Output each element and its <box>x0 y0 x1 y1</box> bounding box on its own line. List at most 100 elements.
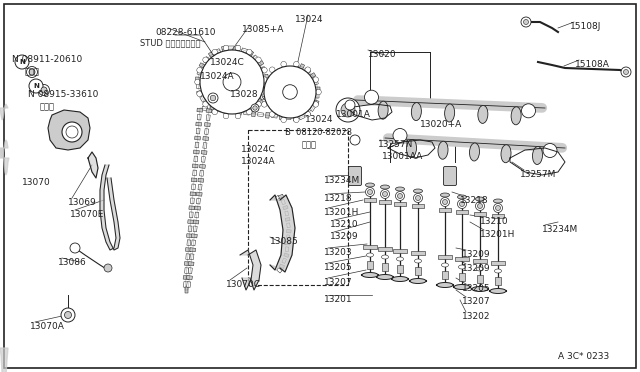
Circle shape <box>396 192 404 201</box>
Text: 13085: 13085 <box>270 237 299 246</box>
Circle shape <box>313 102 319 107</box>
Polygon shape <box>0 148 9 175</box>
Bar <box>473 259 487 263</box>
Circle shape <box>493 203 502 212</box>
Bar <box>287 223 291 228</box>
Bar <box>190 198 195 204</box>
Text: （２）: （２） <box>40 102 55 111</box>
Circle shape <box>269 112 275 117</box>
Polygon shape <box>240 250 261 290</box>
Circle shape <box>383 192 387 196</box>
Bar <box>236 46 240 52</box>
Text: 13028: 13028 <box>230 90 259 99</box>
Circle shape <box>29 79 43 93</box>
Text: 08228-61610: 08228-61610 <box>155 28 216 37</box>
Bar <box>492 214 504 218</box>
Bar <box>184 262 190 266</box>
Circle shape <box>283 85 297 99</box>
Bar <box>287 235 290 240</box>
Circle shape <box>521 17 531 27</box>
Text: 13024A: 13024A <box>241 157 276 166</box>
Bar <box>195 206 200 210</box>
Bar <box>191 240 196 246</box>
Circle shape <box>264 79 269 85</box>
Text: 13001A: 13001A <box>336 110 371 119</box>
Circle shape <box>336 98 360 122</box>
Circle shape <box>212 49 218 55</box>
Circle shape <box>440 198 449 206</box>
Bar <box>367 261 373 269</box>
Bar <box>187 240 191 246</box>
Bar <box>288 69 294 76</box>
Bar <box>190 248 196 252</box>
Bar <box>210 106 214 112</box>
Text: 13201H: 13201H <box>480 230 515 239</box>
Bar <box>188 220 193 224</box>
Circle shape <box>367 189 372 195</box>
Bar <box>305 110 311 116</box>
Circle shape <box>262 91 268 97</box>
Bar <box>305 67 311 74</box>
Text: 13020: 13020 <box>368 50 397 59</box>
Ellipse shape <box>413 189 422 193</box>
Circle shape <box>200 50 264 114</box>
Ellipse shape <box>392 276 408 282</box>
Bar <box>282 258 287 263</box>
Bar <box>214 49 221 54</box>
Bar <box>237 109 242 115</box>
Text: 13024C: 13024C <box>210 58 244 67</box>
Bar <box>364 198 376 202</box>
Bar <box>261 67 266 73</box>
Circle shape <box>246 49 252 55</box>
Circle shape <box>38 84 49 96</box>
Bar <box>193 220 199 224</box>
Text: N 08911-20610: N 08911-20610 <box>12 55 83 64</box>
Text: 13205: 13205 <box>324 263 353 272</box>
Bar <box>199 63 205 68</box>
Bar <box>196 122 202 126</box>
Bar <box>260 94 265 100</box>
Bar <box>196 83 200 89</box>
Ellipse shape <box>438 141 448 159</box>
Bar <box>283 205 288 210</box>
Ellipse shape <box>440 193 449 197</box>
Circle shape <box>70 243 80 253</box>
Circle shape <box>442 199 447 205</box>
FancyArrowPatch shape <box>388 138 562 148</box>
Text: 13209: 13209 <box>462 250 491 259</box>
Ellipse shape <box>437 282 453 288</box>
Ellipse shape <box>472 286 488 292</box>
Circle shape <box>255 102 261 107</box>
Circle shape <box>223 45 229 51</box>
Circle shape <box>522 104 536 118</box>
Bar <box>412 204 424 208</box>
Text: 13207: 13207 <box>462 297 491 306</box>
Ellipse shape <box>377 275 393 279</box>
Circle shape <box>61 308 75 322</box>
Bar <box>184 268 189 273</box>
Text: 13201H: 13201H <box>324 208 360 217</box>
Bar <box>191 184 195 190</box>
Circle shape <box>621 67 631 77</box>
Circle shape <box>262 67 268 73</box>
Bar <box>438 255 452 259</box>
Bar <box>216 108 221 112</box>
Bar <box>495 277 501 285</box>
Bar <box>200 96 205 102</box>
Bar <box>224 108 228 114</box>
Bar <box>189 206 195 210</box>
Text: 15108A: 15108A <box>575 60 610 69</box>
Bar <box>190 254 194 260</box>
Bar <box>442 271 448 279</box>
Bar <box>185 287 188 293</box>
Bar <box>221 46 227 52</box>
Bar <box>197 114 201 120</box>
Bar <box>397 265 403 273</box>
Bar <box>203 137 209 141</box>
Circle shape <box>15 55 29 69</box>
Circle shape <box>235 113 241 119</box>
Bar <box>230 109 236 113</box>
Bar <box>315 87 321 90</box>
Bar <box>278 79 284 85</box>
Ellipse shape <box>381 255 388 259</box>
